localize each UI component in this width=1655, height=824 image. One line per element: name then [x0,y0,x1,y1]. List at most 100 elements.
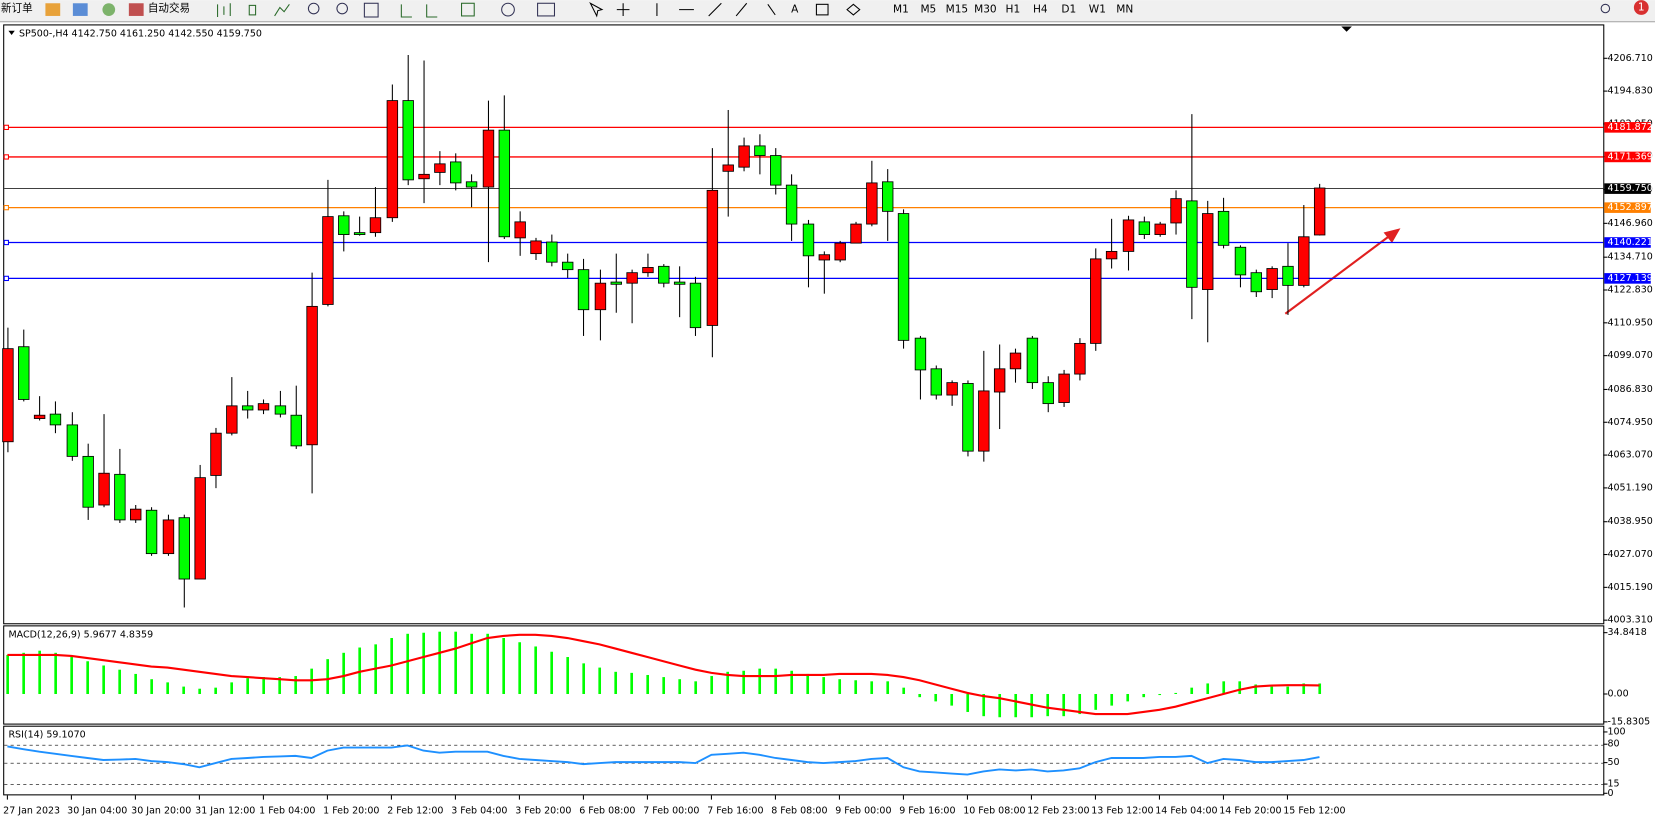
candle-body [306,305,318,446]
candle-icon[interactable] [248,4,257,16]
icon[interactable] [102,3,116,16]
drawing-tools[interactable] [616,2,776,17]
candle-body [194,477,206,580]
x-tick-label: 27 Jan 2023 [3,806,60,817]
pane-menu-marker [8,30,15,35]
macd-bar [774,668,778,694]
timeframe-button[interactable]: H4 [1033,4,1048,16]
candle-body [33,414,46,419]
x-tick-label: 31 Jan 12:00 [195,806,255,817]
candle-body [274,405,287,415]
label-tool[interactable] [815,3,829,16]
macd-bar [950,693,954,706]
line-chart-icon[interactable] [274,4,290,17]
candle-body [642,267,654,274]
macd-bar [198,688,201,694]
x-tick-label: 1 Feb 20:00 [323,806,379,817]
timeframe-button[interactable]: M15 [946,4,969,16]
candle-body [66,424,79,457]
timeframe-button[interactable]: M30 [974,4,997,16]
macd-bar [1014,693,1018,718]
x-tick-label: 30 Jan 04:00 [67,806,127,817]
y-tick-label: 4194.830 [1607,86,1652,97]
candle-body [978,390,990,452]
macd-bar [550,651,554,694]
icon[interactable] [72,3,88,16]
arrow-tool[interactable] [846,3,861,16]
y-tick-label: 4146.960 [1607,218,1652,229]
macd-bar [294,676,297,694]
timeframe-button[interactable]: M1 [893,4,909,16]
macd-bar [438,631,441,694]
macd-bar [326,659,329,694]
candle-body [546,241,558,263]
macd-bar [182,686,185,694]
candle-body [834,242,846,261]
timeframe-button[interactable]: MN [1116,4,1133,16]
y-tick-label: -15.8305 [1607,716,1650,727]
candle-body [722,164,734,172]
candle-body [785,184,798,225]
search-icon[interactable] [1600,3,1611,14]
x-tick-label: 7 Feb 16:00 [707,806,763,817]
icon[interactable] [45,3,61,16]
candle-body [130,508,142,521]
candle-body [369,217,382,234]
candle-body [689,282,702,329]
macd-bar [1062,693,1066,717]
x-tick-label: 13 Feb 12:00 [1091,806,1153,817]
tile-icon[interactable] [363,2,379,18]
notification-count[interactable]: 1 [1638,1,1645,13]
candle-body [1234,246,1247,276]
y-tick-label: 0.00 [1607,688,1628,699]
zoom-out-icon[interactable] [336,2,349,15]
icon[interactable] [128,3,144,16]
candle-body [1074,342,1086,375]
macd-bar [1222,681,1226,694]
macd-bar [662,677,666,694]
macd-bar [582,663,586,694]
candle-body [226,405,238,434]
candle-body [626,272,638,284]
x-tick-label: 15 Feb 12:00 [1283,806,1345,817]
candle-body [386,100,399,219]
macd-bar [1190,687,1194,694]
candle-body [49,413,62,426]
timeframe-button[interactable]: M5 [920,4,936,16]
x-tick-label: 7 Feb 00:00 [643,806,699,817]
new-order-button[interactable]: 新订单 [1,2,33,15]
auto-trading-button[interactable]: 自动交易 [148,2,190,15]
cursor-icon[interactable] [589,1,604,18]
scroll-icons[interactable] [400,4,438,18]
timeframe-button[interactable]: H1 [1006,4,1021,16]
candle-body [610,281,622,285]
macd-bar [966,693,970,712]
zoom-in-icon[interactable] [307,2,320,15]
bar-chart-icon[interactable] [217,3,231,17]
x-tick-label: 10 Feb 08:00 [963,806,1025,817]
toolbar: 新订单 自动交易 A 1 M1 M5 M15 M30 H1 H4 D1 W1 MN [0,0,1655,23]
x-tick-label: 3 Feb 20:00 [515,806,571,817]
candle-body [1138,221,1151,235]
timeframe-button[interactable]: D1 [1061,4,1076,16]
candle-body [673,281,686,285]
macd-bar [54,652,57,694]
macd-bar [310,668,313,694]
text-tool[interactable]: A [791,4,799,16]
candle-body [930,368,942,396]
indicator-icon[interactable] [461,2,475,17]
candle-body [2,348,14,443]
macd-bar [278,677,281,694]
macd-bar [934,693,938,702]
period-icon[interactable] [501,2,515,17]
candle-body [1250,272,1263,293]
timeframe-button[interactable]: W1 [1089,4,1106,16]
notification-badge[interactable] [1633,0,1649,15]
macd-bar [1142,693,1146,698]
macd-bar [486,633,490,694]
template-icon[interactable] [537,2,556,17]
macd-bar [1110,693,1114,706]
price-label: 4181.872 [1607,122,1652,133]
